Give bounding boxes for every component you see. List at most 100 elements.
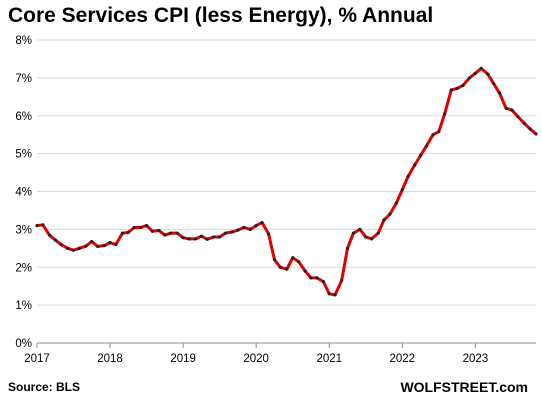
data-point <box>132 225 136 230</box>
data-point <box>260 220 264 225</box>
data-point <box>296 259 301 264</box>
data-point <box>364 235 368 239</box>
data-point <box>388 212 392 216</box>
data-point <box>358 227 362 231</box>
data-point <box>449 88 453 92</box>
series-line-path <box>35 66 538 297</box>
data-point <box>84 244 88 248</box>
data-point <box>303 269 307 273</box>
data-point <box>516 114 520 119</box>
data-point <box>400 188 404 192</box>
data-point <box>315 276 319 280</box>
data-point <box>181 236 185 240</box>
data-point <box>230 230 234 234</box>
data-point <box>47 233 52 237</box>
data-point <box>108 241 112 245</box>
data-point <box>291 256 295 260</box>
data-point <box>418 153 423 158</box>
data-point <box>382 218 386 222</box>
data-point <box>486 72 490 76</box>
y-tick-label: 4% <box>15 187 32 199</box>
data-point <box>242 225 246 230</box>
y-tick-label: 7% <box>15 73 32 85</box>
data-point <box>248 227 252 231</box>
data-point <box>218 235 222 239</box>
data-point <box>126 230 130 235</box>
data-point <box>497 91 502 95</box>
data-point <box>394 201 399 205</box>
data-point <box>285 267 289 271</box>
data-point <box>114 242 118 247</box>
data-point <box>35 223 39 228</box>
data-point <box>309 276 313 280</box>
data-point <box>77 246 81 250</box>
data-point <box>71 248 76 252</box>
data-point <box>534 132 538 136</box>
axes <box>36 342 536 348</box>
y-tick-label: 6% <box>15 111 32 123</box>
data-point <box>492 81 496 86</box>
x-tick-label: 2020 <box>243 353 269 365</box>
data-point <box>169 231 173 235</box>
data-point <box>522 121 526 125</box>
data-point <box>267 232 271 236</box>
data-point <box>443 112 447 116</box>
data-point <box>473 71 477 75</box>
data-point <box>199 234 203 238</box>
data-point <box>175 231 179 235</box>
data-point <box>90 239 94 244</box>
grid-lines <box>37 39 536 306</box>
data-point <box>272 258 277 262</box>
y-tick-label: 5% <box>15 149 32 161</box>
y-tick-labels: 0% 1% 2% 3% 4% 5% 6% 7% 8% <box>15 35 32 350</box>
y-tick-label: 8% <box>15 35 32 47</box>
data-point <box>510 108 514 112</box>
data-point <box>321 280 325 284</box>
y-tick-label: 1% <box>15 300 32 312</box>
data-point <box>212 235 216 239</box>
data-point <box>370 237 374 241</box>
x-tick-label: 2021 <box>316 353 342 365</box>
data-point <box>340 278 344 283</box>
data-point <box>66 246 70 250</box>
data-point <box>461 83 465 88</box>
y-tick-label: 2% <box>15 262 32 274</box>
data-point <box>187 237 191 241</box>
data-point <box>163 233 167 237</box>
data-point <box>254 223 258 228</box>
x-tick-label: 2018 <box>97 353 123 365</box>
data-point <box>205 237 209 241</box>
data-point <box>413 163 417 167</box>
data-point <box>193 237 198 241</box>
data-point <box>333 293 337 297</box>
data-point <box>376 231 380 235</box>
data-point <box>437 130 441 134</box>
x-tick-label: 2017 <box>24 353 50 365</box>
data-point <box>351 231 355 235</box>
y-tick-label: 0% <box>15 338 32 350</box>
data-point <box>139 225 143 230</box>
data-point <box>96 244 100 249</box>
data-point <box>59 242 63 247</box>
x-tick-label: 2019 <box>170 353 196 365</box>
data-point <box>53 238 57 242</box>
x-tick-label: 2022 <box>390 353 416 365</box>
chart-title: Core Services CPI (less Energy), % Annua… <box>8 4 434 27</box>
series-line <box>35 66 538 297</box>
source-note: Source: BLS <box>8 380 81 394</box>
data-point <box>223 231 228 235</box>
y-tick-label: 3% <box>15 224 32 236</box>
x-tick-label: 2023 <box>463 353 489 365</box>
data-point <box>479 66 483 71</box>
data-point <box>406 174 410 178</box>
data-point <box>157 228 161 233</box>
x-tick-labels: 2017 2018 2019 2020 2021 2022 2023 <box>24 353 488 365</box>
data-point <box>144 223 149 228</box>
data-point <box>41 223 45 227</box>
data-point <box>467 76 472 80</box>
data-point <box>236 228 240 232</box>
data-point <box>431 133 435 137</box>
data-point <box>327 292 331 296</box>
data-point <box>150 229 155 233</box>
